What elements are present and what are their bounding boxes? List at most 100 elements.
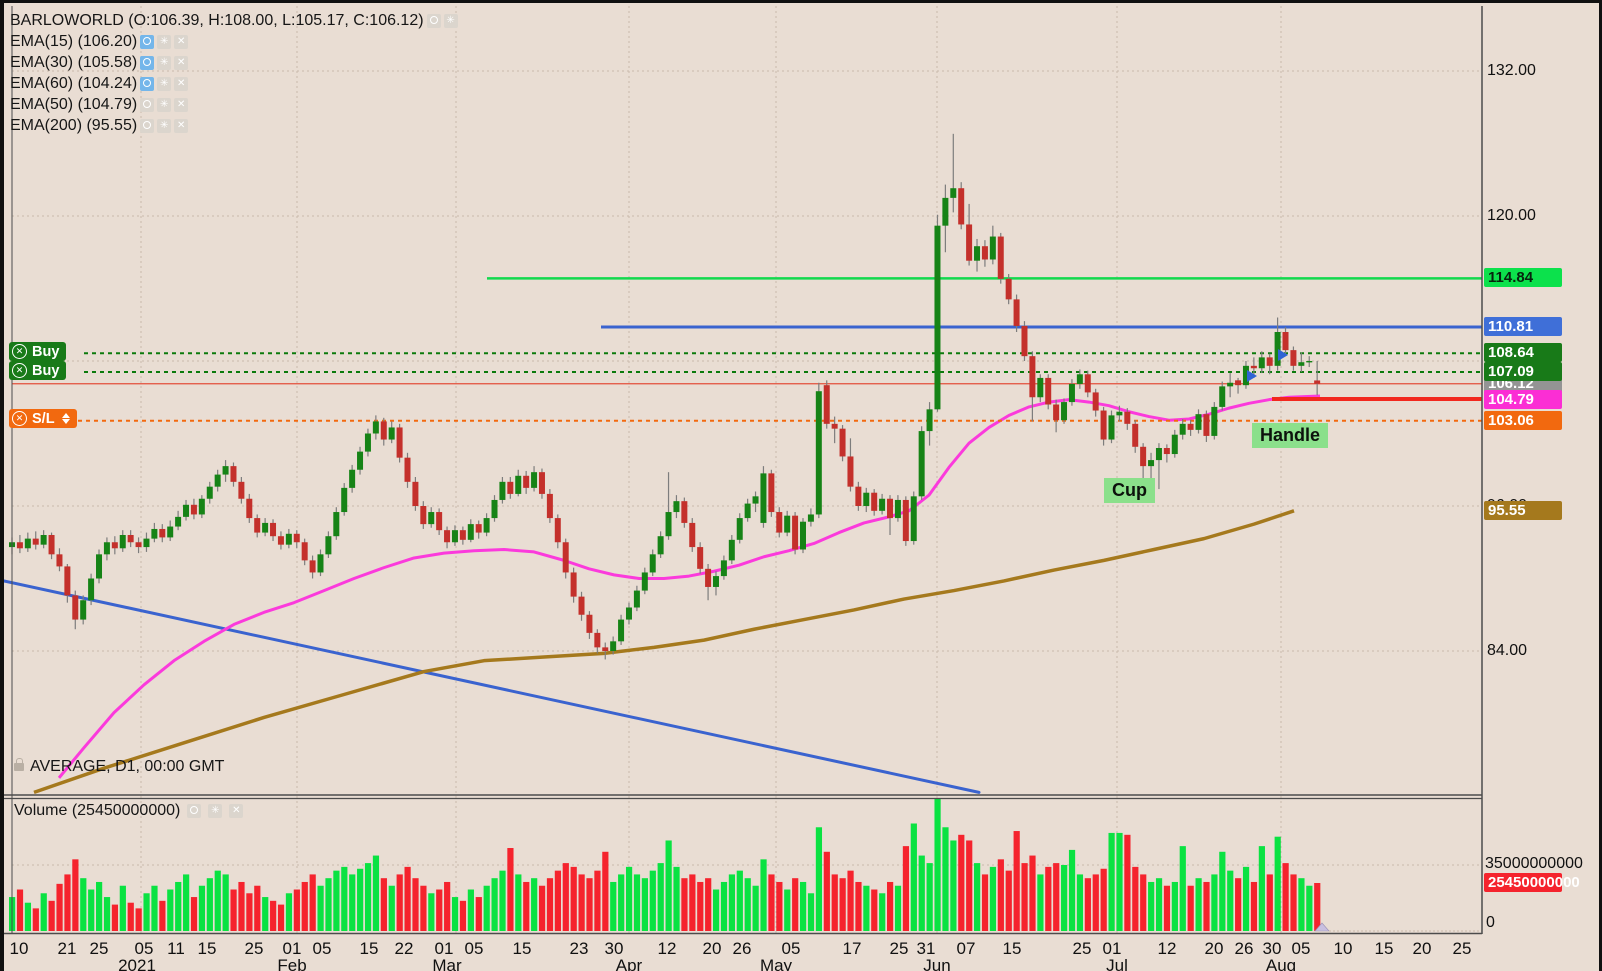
candle-body [451,530,458,543]
volume-bar [966,840,973,931]
candle-body [657,536,664,555]
candle-body [127,534,134,543]
close-icon[interactable]: ✕ [174,76,189,91]
candle-body [428,512,435,525]
volume-bar [491,878,498,931]
eye-icon[interactable] [140,97,155,112]
time-axis-tick: 31 [916,939,936,958]
time-axis-tick: 25 [889,939,909,958]
volume-bar [633,874,641,931]
candle-body [736,518,743,540]
close-icon[interactable]: ✕ [174,97,189,112]
gear-icon[interactable]: ✳ [157,118,172,133]
price-level-chip: 110.81 [1484,317,1562,336]
volume-bar [56,883,63,931]
time-axis-tick: 25 [1452,939,1472,958]
time-axis-tick: 15 [1374,939,1394,958]
close-icon[interactable]: ✕ [174,118,189,133]
close-icon[interactable]: ✕ [174,55,189,70]
volume-bar [1140,874,1147,931]
volume-bar [420,885,427,931]
handle-annotation[interactable]: Handle [1252,423,1329,448]
gear-icon[interactable]: ✳ [208,804,223,818]
eye-icon[interactable] [140,55,155,70]
volume-bar [143,893,150,931]
volume-bar [309,874,316,931]
candle-body [760,473,767,523]
volume-bar [578,874,585,931]
candle-body [24,538,31,549]
close-order-icon[interactable]: ✕ [12,363,27,378]
price-level-chip: 95.55 [1484,501,1562,520]
eye-icon[interactable] [426,13,441,28]
candle-body [151,528,158,539]
volume-bar [270,900,277,931]
gear-icon[interactable]: ✳ [157,97,172,112]
adjust-stop-arrows[interactable] [61,413,70,424]
candle-body [56,554,63,567]
close-icon[interactable]: ✕ [174,34,189,49]
volume-bar [404,866,411,931]
eye-icon[interactable] [140,34,155,49]
volume-bar [119,885,126,931]
gear-icon[interactable]: ✳ [443,13,458,28]
legend-row-ema: EMA(200) (95.55) ✳ ✕ [10,115,458,136]
candle-body [333,512,340,537]
candle-body [633,590,640,608]
eye-icon[interactable] [140,118,155,133]
volume-bar [206,878,213,931]
volume-bar [989,866,997,931]
candle-body [752,496,759,504]
candle-body [1148,460,1155,467]
ema-label: EMA(50) (104.79) [10,95,138,113]
volume-bar [24,902,32,931]
close-order-icon[interactable]: ✕ [12,344,27,359]
buy-order-badge-2[interactable]: ✕ Buy [9,361,67,380]
time-axis-tick: 26 [732,939,752,958]
volume-bar [744,878,751,931]
gear-icon[interactable]: ✳ [157,34,172,49]
volume-bar [111,904,119,931]
volume-bar [910,823,917,931]
candle-body [1242,365,1249,386]
eye-icon[interactable] [140,76,155,91]
volume-bar [649,870,656,931]
gear-icon[interactable]: ✳ [157,55,172,70]
candle-body [807,514,814,522]
time-axis-tick: 05 [134,939,154,958]
gear-icon[interactable]: ✳ [157,76,172,91]
eye-icon[interactable] [187,804,202,818]
volume-bar [1258,846,1265,931]
candle-body [1053,404,1060,421]
volume-bar [1274,836,1281,931]
volume-bar [1242,866,1250,931]
candle-body [712,576,719,587]
ema-label: EMA(60) (104.24) [10,74,138,92]
volume-bar [1045,866,1052,931]
cup-annotation[interactable]: Cup [1104,478,1155,503]
buy-arrow-icon [1247,370,1257,382]
candle-body [111,542,118,549]
price-level-chip: 103.06 [1484,411,1562,430]
close-order-icon[interactable]: ✕ [12,411,27,426]
buy-order-badge-1[interactable]: ✕ Buy [9,342,67,361]
candle-body [230,466,237,482]
volume-bar [641,878,648,931]
candle-body [1250,365,1257,369]
stop-loss-badge[interactable]: ✕ S/L [9,409,77,428]
volume-bar [1227,870,1234,931]
time-axis-tick: 22 [394,939,414,958]
lock-icon[interactable] [14,758,24,771]
volume-bar [784,889,791,931]
volume-bar [981,874,989,931]
time-axis-tick: 25 [89,939,109,958]
chart-canvas[interactable] [4,3,1602,971]
candle-body [1061,402,1068,421]
candle-body [325,536,332,555]
volume-bar [570,866,577,931]
close-icon[interactable]: ✕ [229,804,244,818]
volume-bar [364,863,372,931]
volume-bar [1013,831,1020,931]
volume-bar [1298,878,1305,931]
